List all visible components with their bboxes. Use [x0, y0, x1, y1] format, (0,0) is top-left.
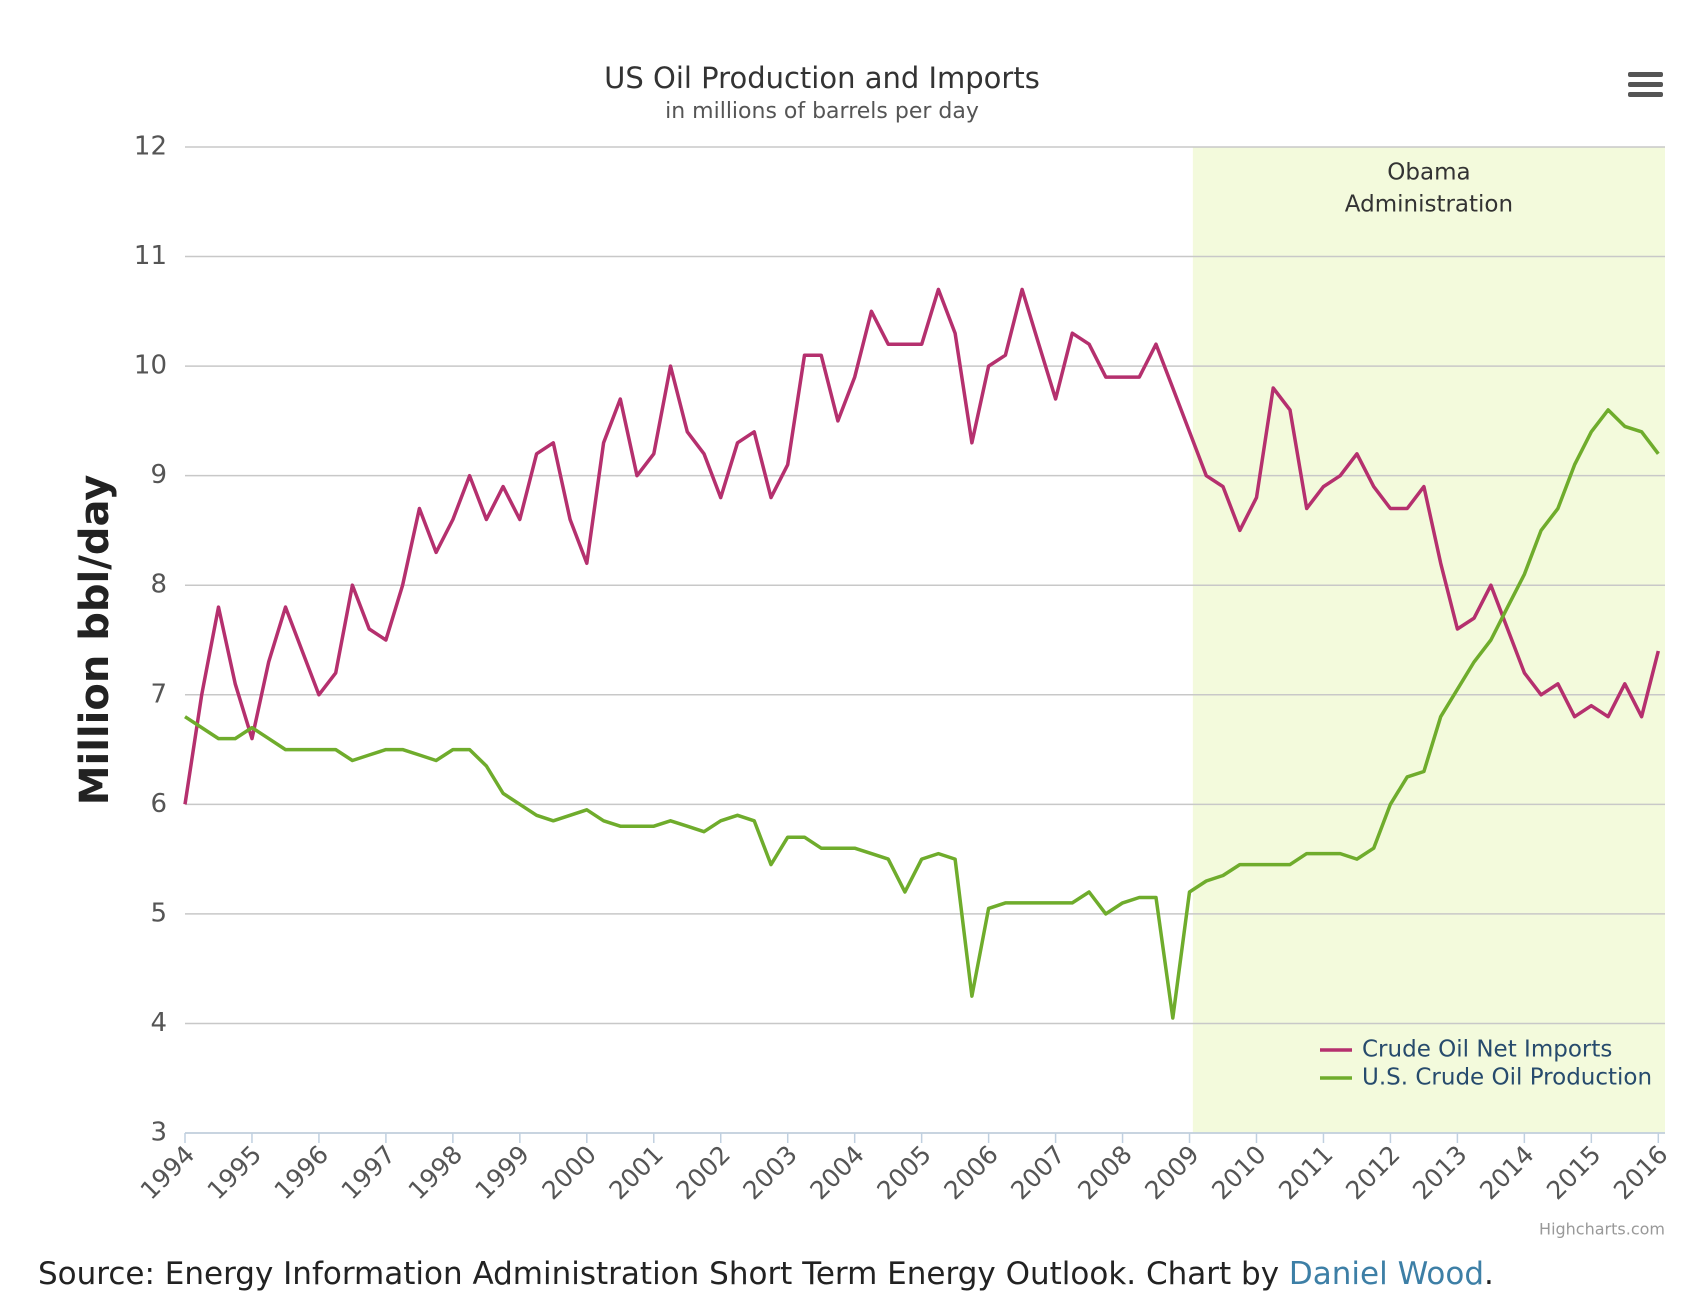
x-tick-label: 2000 [537, 1140, 602, 1205]
x-tick-label: 2006 [938, 1140, 1003, 1205]
credits[interactable]: Highcharts.com [1539, 1220, 1665, 1239]
x-tick-label: 2007 [1005, 1140, 1070, 1205]
x-tick-label: 1996 [269, 1140, 334, 1205]
x-tick-label: 2004 [804, 1140, 869, 1205]
y-tick-label: 4 [150, 1008, 167, 1038]
y-tick-label: 8 [150, 570, 167, 600]
plot-area: Obama Administration 3 4 5 6 7 8 9 10 11 12 1994 1995… [134, 132, 1674, 1206]
plot-band [1192, 147, 1665, 1133]
series-line [184, 408, 1660, 1020]
chart-title: US Oil Production and Imports [604, 61, 1040, 95]
y-tick-label: 3 [150, 1118, 167, 1148]
x-tick-label: 2010 [1206, 1140, 1271, 1205]
x-tick-label: 1994 [135, 1140, 200, 1205]
series-line [183, 287, 1660, 805]
x-tick-label: 2009 [1139, 1140, 1204, 1205]
x-tick-label: 2015 [1541, 1140, 1606, 1205]
legend-label: Crude Oil Net Imports [1362, 1037, 1612, 1063]
x-tick-label: 2005 [871, 1140, 936, 1205]
chart-subtitle: in millions of barrels per day [665, 99, 979, 124]
x-tick-label: 2003 [737, 1140, 802, 1205]
x-tick-label: 2008 [1072, 1140, 1137, 1205]
x-tick-label: 2013 [1407, 1140, 1472, 1205]
menu-button[interactable] [1628, 72, 1663, 97]
y-tick-label: 5 [150, 898, 167, 928]
x-tick-label: 1998 [403, 1140, 468, 1205]
y-axis-title: Million bbl/day [72, 475, 118, 806]
x-tick-label: 1995 [202, 1140, 267, 1205]
x-tick-label: 1999 [470, 1140, 535, 1205]
y-tick-label: 10 [134, 351, 167, 381]
legend-label: U.S. Crude Oil Production [1362, 1065, 1652, 1091]
y-tick-label: 9 [150, 460, 167, 490]
x-tick-label: 2001 [603, 1140, 668, 1205]
source-link[interactable]: Daniel Wood [1289, 1256, 1484, 1292]
x-tick-label: 2014 [1474, 1140, 1539, 1205]
source-note: Source: Energy Information Administratio… [38, 1256, 1494, 1292]
x-tick-label: 2011 [1273, 1140, 1338, 1205]
plot-band-label: Administration [1345, 192, 1513, 218]
source-end: . [1484, 1256, 1494, 1292]
x-tick-label: 1997 [336, 1140, 401, 1205]
x-tick-label: 2012 [1340, 1140, 1405, 1205]
source-text: Source: Energy Information Administratio… [38, 1256, 1289, 1292]
x-tick-label: 2016 [1608, 1140, 1673, 1205]
y-tick-label: 12 [134, 132, 167, 162]
x-tick-label: 2002 [670, 1140, 735, 1205]
y-tick-label: 11 [134, 241, 167, 271]
plot-band-label: Obama [1387, 160, 1470, 186]
y-tick-label: 7 [150, 679, 167, 709]
y-tick-label: 6 [150, 789, 167, 819]
